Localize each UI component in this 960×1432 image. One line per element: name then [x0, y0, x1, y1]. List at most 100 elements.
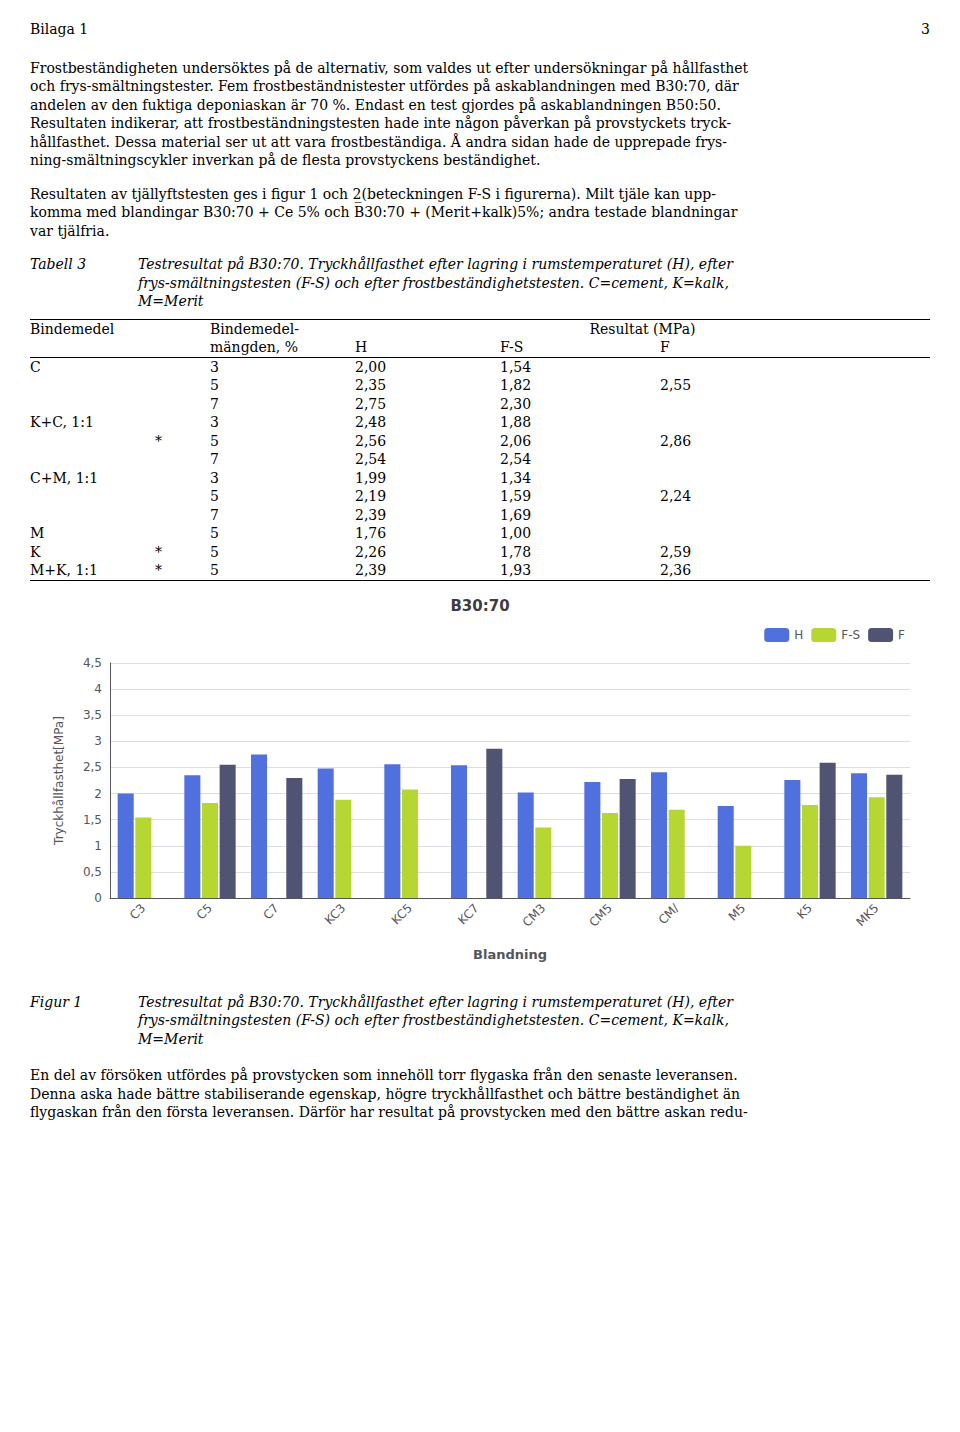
svg-text:1: 1 [94, 838, 102, 852]
svg-text:H: H [794, 628, 803, 642]
html-text:1,99: 1,99 [355, 469, 387, 486]
html-text:mängden, %: mängden, % [210, 339, 299, 355]
svg-text:1,5: 1,5 [83, 812, 102, 826]
html-text:2,00: 2,00 [355, 358, 387, 375]
svg-text:C7: C7 [260, 901, 281, 922]
html-text:2,54: 2,54 [500, 451, 532, 467]
html-text:M: M [30, 525, 45, 541]
html-text:H: H [355, 339, 368, 355]
html-text:1,34: 1,34 [500, 469, 532, 486]
html-text:C+M, 1:1: C+M, 1:1 [30, 469, 99, 486]
html-text:1,82: 1,82 [500, 377, 532, 393]
html-text:7: 7 [210, 451, 219, 467]
html-text:Resultaten av tjällyftstesten: Resultaten av tjällyftstesten ges i figu… [30, 185, 716, 202]
html-text:1,88: 1,88 [500, 414, 532, 430]
html-text:2,54: 2,54 [355, 451, 387, 467]
svg-text:KC5: KC5 [389, 901, 415, 927]
html-text:Bilaga 1: Bilaga 1 [30, 21, 89, 37]
html-text:2,56: 2,56 [355, 432, 387, 449]
html-text:1,00: 1,00 [500, 525, 532, 541]
svg-text:3: 3 [94, 734, 102, 748]
html-text:2,30: 2,30 [500, 395, 532, 412]
html-text:C: C [30, 358, 41, 375]
html-text:2,39: 2,39 [355, 506, 387, 523]
svg-text:KC7: KC7 [455, 901, 481, 927]
html-text:2,55: 2,55 [660, 377, 692, 393]
html-text:och frys-smältningstester. Fem: och frys-smältningstester. Fem frostbest… [30, 78, 739, 94]
html-text:2,36: 2,36 [660, 562, 692, 578]
html-text:2,48: 2,48 [355, 414, 387, 430]
html-text:En del av försöken utfördes på: En del av försöken utfördes på provstyck… [30, 1067, 738, 1083]
html-text:Denna aska hade bättre stabili: Denna aska hade bättre stabiliserande eg… [30, 1085, 741, 1102]
html-text:Testresultat på B30:70. Tryckh: Testresultat på B30:70. Tryckhållfasthet… [138, 993, 733, 1010]
svg-text:CM3: CM3 [520, 901, 549, 930]
html-text:frys-smältningstesten (F-S) oc: frys-smältningstesten (F-S) och efter fr… [138, 1012, 729, 1028]
html-text:1,78: 1,78 [500, 543, 532, 560]
html-text:flygaskan från den första leve: flygaskan från den första leveransen. Dä… [30, 1104, 748, 1120]
html-text:5: 5 [210, 488, 219, 504]
html-text:2,24: 2,24 [660, 488, 692, 504]
html-text:Resultat (MPa): Resultat (MPa) [589, 320, 696, 337]
html-text:Figur 1: Figur 1 [30, 993, 83, 1010]
svg-text:CM5: CM5 [586, 901, 615, 930]
html-text:3: 3 [210, 469, 219, 486]
html-text:2,26: 2,26 [355, 543, 387, 560]
svg-text:3,5: 3,5 [83, 708, 102, 722]
html-text:2,06: 2,06 [500, 432, 532, 449]
svg-text:MK5: MK5 [853, 901, 881, 929]
html-text:F: F [660, 339, 670, 355]
svg-text:2: 2 [94, 786, 102, 800]
svg-text:Blandning: Blandning [473, 947, 547, 962]
svg-text:C5: C5 [194, 901, 215, 922]
svg-text:4: 4 [94, 682, 102, 696]
svg-text:0,5: 0,5 [83, 864, 102, 878]
html-text:Tabell 3: Tabell 3 [30, 256, 87, 272]
svg-text:B30:70: B30:70 [450, 596, 509, 614]
html-text:5: 5 [210, 432, 219, 449]
html-text:1,76: 1,76 [355, 525, 387, 541]
svg-text:F-S: F-S [841, 628, 860, 642]
svg-text:4,5: 4,5 [83, 656, 102, 670]
html-text:Bindemedel: Bindemedel [30, 320, 115, 337]
html-text:Frostbeständigheten undersökte: Frostbeständigheten undersöktes på de al… [30, 59, 749, 76]
html-text:komma med blandingar B30:70 +: komma med blandingar B30:70 + Ce 5% och … [30, 204, 738, 220]
svg-text:M5: M5 [726, 901, 749, 924]
svg-text:2,5: 2,5 [83, 760, 102, 774]
html-text:M+K, 1:1: M+K, 1:1 [30, 562, 98, 578]
html-text:M=Merit: M=Merit [138, 1030, 204, 1047]
html-text:2,59: 2,59 [660, 543, 692, 560]
svg-text:0: 0 [94, 891, 102, 905]
html-text:3: 3 [210, 414, 219, 430]
html-text:1,93: 1,93 [500, 562, 532, 578]
html-text:Resultaten indikerar, att fros: Resultaten indikerar, att frostbeständni… [30, 115, 732, 131]
html-text:2,75: 2,75 [355, 395, 387, 412]
html-text:hållfasthet. Dessa material se: hållfasthet. Dessa material ser ut att v… [30, 133, 727, 150]
html-text:K: K [30, 543, 41, 560]
html-text:F-S: F-S [500, 339, 524, 355]
svg-text:C3: C3 [127, 901, 148, 922]
svg-text:CM/: CM/ [656, 900, 683, 927]
html-text:2,35: 2,35 [355, 377, 387, 393]
svg-text:KC3: KC3 [322, 901, 348, 927]
html-text:1,69: 1,69 [500, 506, 532, 523]
svg-text:Tryckhållfasthet[MPa]: Tryckhållfasthet[MPa] [52, 716, 66, 846]
html-text:2,39: 2,39 [355, 562, 387, 578]
html-text:2,19: 2,19 [355, 488, 387, 504]
html-text:Testresultat på B30:70. Tryckh: Testresultat på B30:70. Tryckhållfasthet… [138, 256, 733, 272]
html-text:Bindemedel-: Bindemedel- [210, 320, 299, 337]
html-text:1,54: 1,54 [500, 358, 532, 375]
html-text:K+C, 1:1: K+C, 1:1 [30, 414, 94, 430]
html-text:andelen av den fuktiga deponia: andelen av den fuktiga deponiaskan är 70… [30, 96, 721, 113]
html-text:3: 3 [921, 21, 930, 37]
html-text:M=Merit: M=Merit [138, 293, 204, 309]
html-text:7: 7 [210, 395, 219, 412]
html-text:ning-smältningscykler inverkan: ning-smältningscykler inverkan på de fle… [30, 152, 541, 168]
html-text:1,59: 1,59 [500, 488, 532, 504]
html-text:var tjälfria.: var tjälfria. [30, 222, 110, 239]
html-text:2,86: 2,86 [660, 432, 692, 449]
html-text:5: 5 [210, 377, 219, 393]
html-text:3: 3 [210, 358, 219, 375]
svg-text:K5: K5 [794, 901, 815, 922]
svg-text:F: F [898, 628, 905, 642]
html-text:frys-smältningstesten (F-S) oc: frys-smältningstesten (F-S) och efter fr… [138, 274, 729, 291]
